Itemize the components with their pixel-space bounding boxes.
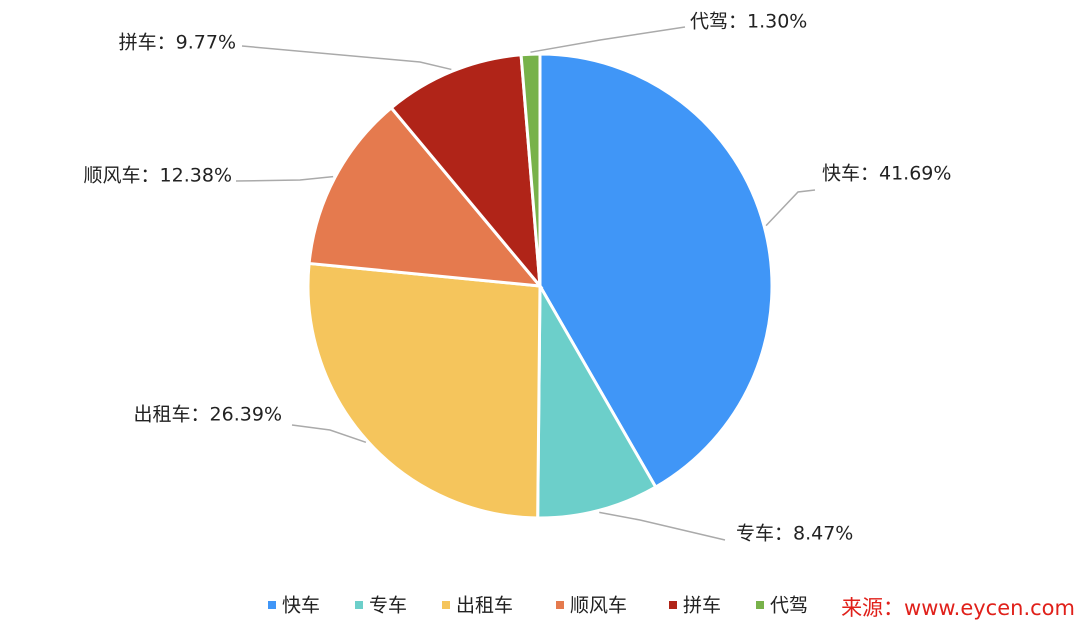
data-label: 出租车：26.39%: [134, 404, 282, 426]
leader-line: [599, 511, 726, 541]
leader-line: [235, 175, 334, 182]
legend-marker: [268, 601, 276, 609]
legend-label: 快车: [282, 595, 320, 617]
legend-marker: [669, 601, 677, 609]
watermark: 来源：www.eycen.com: [841, 596, 1075, 620]
legend-label: 顺风车: [570, 595, 627, 617]
legend-marker: [442, 601, 450, 609]
data-label: 代驾：1.30%: [690, 11, 807, 33]
pie-slice: [538, 52, 774, 490]
data-label: 快车：41.69%: [822, 163, 951, 185]
pie-slice: [536, 280, 658, 520]
legend-marker: [556, 601, 564, 609]
pie-slice: [519, 52, 542, 287]
legend-label: 专车: [369, 595, 407, 617]
legend-marker: [756, 601, 764, 609]
pie-slice: [306, 261, 542, 520]
leader-line: [291, 424, 367, 444]
leader-line: [241, 45, 452, 71]
pie-slice: [307, 105, 544, 288]
legend-label: 代驾: [770, 595, 808, 617]
leader-line: [530, 26, 686, 53]
legend-marker: [355, 601, 363, 609]
legend-label: 拼车: [683, 595, 721, 617]
pie-slice: [389, 53, 542, 291]
legend-label: 出租车: [456, 595, 513, 617]
data-label: 专车：8.47%: [736, 523, 853, 545]
leader-line: [765, 189, 816, 227]
data-label: 顺风车：12.38%: [84, 165, 232, 187]
data-label: 拼车：9.77%: [119, 32, 236, 54]
